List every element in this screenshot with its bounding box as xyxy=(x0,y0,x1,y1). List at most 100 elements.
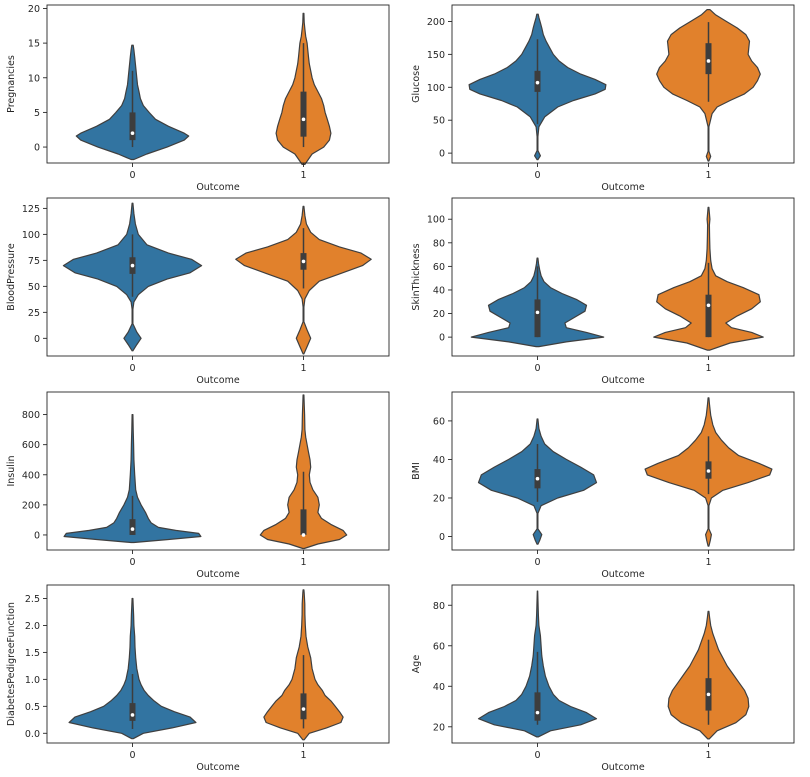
violin-median-dot-outcome-1 xyxy=(301,707,306,711)
violin-iqr-box-outcome-1 xyxy=(300,693,307,720)
violin-chart-svg: 20 40 60 80 0 1 Outcome Age xyxy=(411,584,795,773)
violin-median-dot-outcome-0 xyxy=(535,710,540,715)
axes-frame xyxy=(451,197,795,357)
violin-chart-svg: 0 20 40 60 80 100 0 1 Outcome SkinThickness xyxy=(411,197,795,386)
violin-iqr-box-outcome-0 xyxy=(129,112,136,141)
violin-median-dot-outcome-0 xyxy=(535,80,540,85)
y-tick-label: 0 xyxy=(34,334,40,345)
y-tick-label: 50 xyxy=(433,116,445,127)
violin-median-dot-outcome-0 xyxy=(130,527,135,531)
violin-chart-svg: 0 25 50 75 100 125 0 1 Outcome BloodPressure xyxy=(6,197,390,386)
panel-skinthickness: 0 20 40 60 80 100 0 1 Outcome SkinThickness xyxy=(405,193,810,388)
y-axis-label: Insulin xyxy=(6,455,17,486)
y-tick-label: 0.5 xyxy=(25,702,40,713)
violin-chart-svg: 0 20 40 60 0 1 Outcome BMI xyxy=(411,391,795,580)
violin-median-dot-outcome-1 xyxy=(706,692,711,697)
y-axis-label: SkinThickness xyxy=(411,243,422,310)
y-tick-label: 25 xyxy=(28,308,40,319)
x-tick-label: 0 xyxy=(534,557,540,568)
y-tick-label: 125 xyxy=(22,204,40,215)
y-tick-label: 100 xyxy=(427,215,445,226)
x-tick-label: 0 xyxy=(534,363,540,374)
y-tick-label: 10 xyxy=(28,73,40,84)
violin-chart-svg: 0 5 10 15 20 0 1 Outcome Pregnancies xyxy=(6,4,390,193)
x-axis-label: Outcome xyxy=(601,375,645,386)
y-axis-label: Pregnancies xyxy=(6,55,17,113)
y-axis-label: Age xyxy=(411,655,422,674)
violin-median-dot-outcome-1 xyxy=(706,303,711,308)
y-axis-label: DiabetesPedigreeFunction xyxy=(6,602,17,726)
axes-frame xyxy=(451,4,795,164)
y-tick-label: 60 xyxy=(433,641,445,652)
x-tick-label: 1 xyxy=(300,557,306,568)
y-tick-label: 600 xyxy=(22,440,40,451)
panel-bloodpressure: 0 25 50 75 100 125 0 1 Outcome BloodPressure xyxy=(0,193,405,388)
violin-median-dot-outcome-1 xyxy=(301,259,306,264)
y-tick-label: 150 xyxy=(427,50,445,61)
x-tick-label: 0 xyxy=(129,363,135,374)
y-tick-label: 80 xyxy=(433,601,445,612)
violin-iqr-box-outcome-0 xyxy=(534,299,541,338)
panel-bmi: 0 20 40 60 0 1 Outcome BMI xyxy=(405,387,810,582)
y-tick-label: 200 xyxy=(22,500,40,511)
violin-iqr-box-outcome-1 xyxy=(705,294,712,338)
x-axis-label: Outcome xyxy=(601,762,645,773)
x-tick-label: 0 xyxy=(129,170,135,181)
x-axis-label: Outcome xyxy=(196,182,240,193)
violin-iqr-box-outcome-0 xyxy=(129,519,136,535)
y-tick-label: 400 xyxy=(22,470,40,481)
y-tick-label: 40 xyxy=(433,455,445,466)
y-axis-label: Glucose xyxy=(411,65,422,103)
violin-body-outcome-0 xyxy=(68,597,197,740)
y-tick-label: 0 xyxy=(439,149,445,160)
violin-chart-svg: 0 50 100 150 200 0 1 Outcome Glucose xyxy=(411,4,795,193)
y-tick-label: 2.5 xyxy=(25,594,40,605)
axes-frame xyxy=(46,584,390,744)
x-tick-label: 1 xyxy=(705,363,711,374)
violin-chart-svg: 0 200 400 600 800 0 1 Outcome Insulin xyxy=(6,391,390,580)
y-tick-label: 100 xyxy=(22,230,40,241)
y-axis-label: BloodPressure xyxy=(6,243,17,311)
x-tick-label: 0 xyxy=(129,557,135,568)
panel-insulin: 0 200 400 600 800 0 1 Outcome Insulin xyxy=(0,387,405,582)
y-axis-label: BMI xyxy=(411,462,422,480)
y-tick-label: 60 xyxy=(433,416,445,427)
violin-iqr-box-outcome-1 xyxy=(300,509,307,535)
y-tick-label: 2.0 xyxy=(25,621,40,632)
x-tick-label: 1 xyxy=(300,363,306,374)
y-tick-label: 50 xyxy=(28,282,40,293)
violin-iqr-box-outcome-1 xyxy=(300,91,307,137)
axes-frame xyxy=(46,197,390,357)
y-tick-label: 75 xyxy=(28,256,40,267)
y-tick-label: 15 xyxy=(28,39,40,50)
x-tick-label: 0 xyxy=(129,750,135,761)
panel-age: 20 40 60 80 0 1 Outcome Age xyxy=(405,580,810,775)
violin-median-dot-outcome-1 xyxy=(301,533,306,537)
violin-median-dot-outcome-1 xyxy=(706,469,711,473)
y-tick-label: 20 xyxy=(433,722,445,733)
x-tick-label: 1 xyxy=(705,557,711,568)
x-tick-label: 1 xyxy=(300,750,306,761)
y-tick-label: 200 xyxy=(427,17,445,28)
panel-diabetespedigreefunction: 0.0 0.5 1.0 1.5 2.0 2.5 0 1 Outcome DiabetesPedig… xyxy=(0,580,405,775)
panel-pregnancies: 0 5 10 15 20 0 1 Outcome Pregnancies xyxy=(0,0,405,195)
violin-median-dot-outcome-0 xyxy=(130,131,135,136)
y-tick-label: 20 xyxy=(433,309,445,320)
x-axis-label: Outcome xyxy=(196,569,240,580)
violin-iqr-box-outcome-0 xyxy=(129,703,136,721)
violin-median-dot-outcome-0 xyxy=(130,263,135,268)
x-tick-label: 0 xyxy=(534,170,540,181)
violin-median-dot-outcome-1 xyxy=(301,117,306,122)
violin-iqr-box-outcome-1 xyxy=(705,43,712,75)
x-axis-label: Outcome xyxy=(601,569,645,580)
y-tick-label: 800 xyxy=(22,410,40,421)
y-tick-label: 60 xyxy=(433,262,445,273)
x-tick-label: 1 xyxy=(705,750,711,761)
violin-median-dot-outcome-1 xyxy=(706,59,711,63)
x-axis-label: Outcome xyxy=(196,375,240,386)
x-axis-label: Outcome xyxy=(601,182,645,193)
axes-frame xyxy=(451,391,795,551)
x-axis-label: Outcome xyxy=(196,762,240,773)
violin-body-outcome-1 xyxy=(259,394,348,550)
y-tick-label: 40 xyxy=(433,285,445,296)
